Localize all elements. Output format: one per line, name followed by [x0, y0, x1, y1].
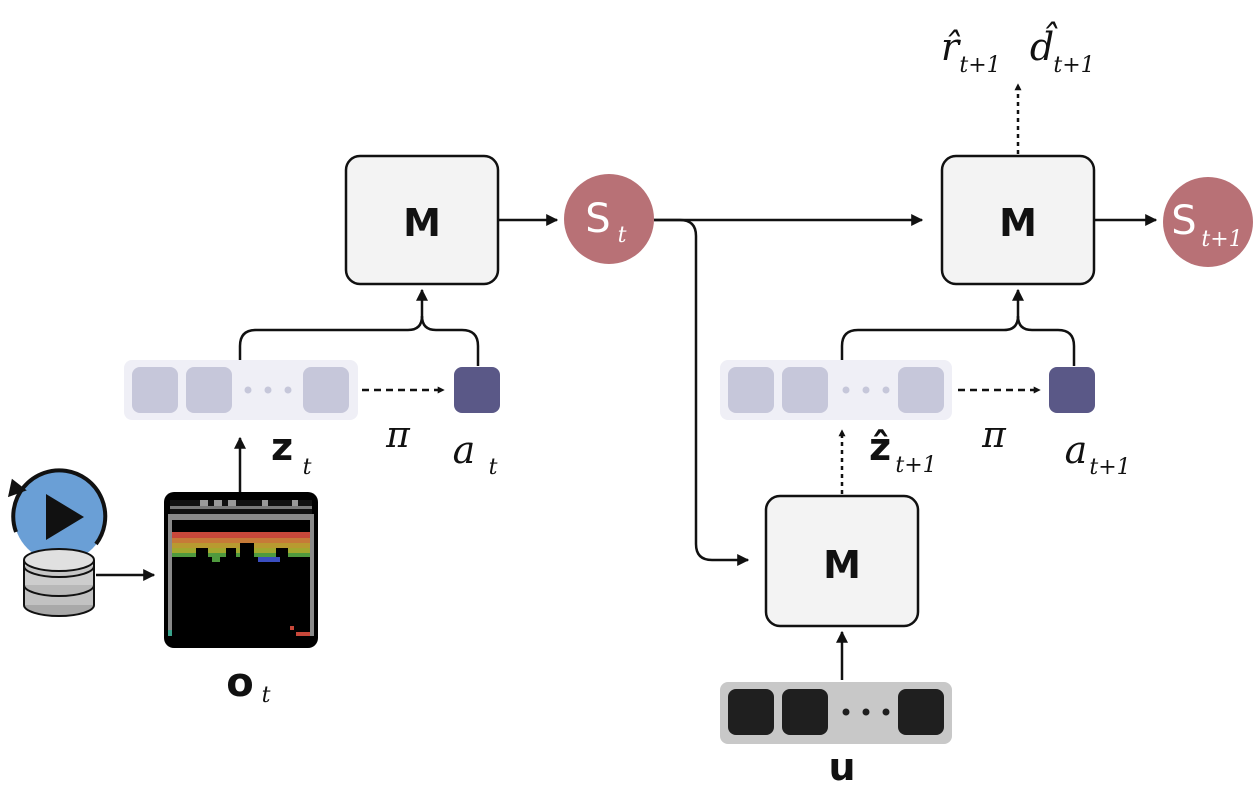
model-label-dynamics: M [823, 543, 861, 587]
state-t: S t [564, 174, 654, 264]
action-square-t [454, 367, 500, 413]
state-t-sub: t [618, 223, 627, 248]
label-z-hat-t1: ẑ t+1 [869, 425, 937, 478]
token [728, 367, 774, 413]
token [132, 367, 178, 413]
state-t1-sub: t+1 [1201, 227, 1242, 252]
token [303, 367, 349, 413]
svg-text:d̂: d̂ [1030, 22, 1059, 69]
model-box-dynamics: M [764, 494, 920, 628]
model-label-t: M [403, 201, 441, 245]
svg-text:o: o [226, 660, 253, 706]
label-a-t1: a t+1 [1065, 428, 1131, 480]
svg-text:a: a [1065, 428, 1088, 472]
model-box-t1: M [940, 154, 1096, 286]
label-u: u [828, 745, 855, 789]
token [898, 689, 944, 735]
svg-text:t: t [303, 455, 312, 480]
label-o-t: o t [226, 660, 270, 708]
token [782, 367, 828, 413]
token-strip-z-t [124, 360, 358, 420]
token-strip-u [720, 682, 952, 744]
svg-text:ẑ: ẑ [869, 425, 891, 469]
label-reward-hat: r̂ t+1 [941, 25, 1001, 78]
model-label-t1: M [999, 201, 1037, 245]
svg-text:r̂: r̂ [941, 25, 962, 69]
arrow-state-t-to-dynamics-model [654, 218, 750, 566]
policy-label-left: π [385, 415, 411, 456]
svg-text:z: z [271, 425, 293, 469]
svg-text:t: t [489, 455, 498, 480]
merge-bracket-t [238, 315, 480, 366]
policy-label-right: π [981, 415, 1007, 456]
label-done-hat: d̂ t+1 [1030, 22, 1095, 78]
state-t1: S t+1 [1163, 177, 1253, 267]
label-a-t: a t [453, 428, 498, 480]
svg-text:t+1: t+1 [895, 453, 936, 478]
state-t-label: S [585, 196, 610, 242]
svg-text:a: a [453, 428, 476, 472]
token [728, 689, 774, 735]
svg-text:t+1: t+1 [1053, 53, 1094, 78]
merge-bracket-t1 [840, 315, 1076, 366]
model-box-t: M [344, 154, 500, 286]
token [186, 367, 232, 413]
game-frame-o-t [164, 492, 318, 648]
action-square-t1 [1049, 367, 1095, 413]
label-z-t: z t [271, 425, 312, 480]
svg-text:t: t [262, 683, 271, 708]
svg-text:t+1: t+1 [959, 53, 1000, 78]
play-button-icon [7, 468, 108, 562]
state-t1-label: S [1171, 198, 1196, 244]
token [782, 689, 828, 735]
svg-text:t+1: t+1 [1089, 455, 1130, 480]
token-strip-z-hat [720, 360, 952, 420]
database-icon [23, 548, 95, 617]
token [898, 367, 944, 413]
